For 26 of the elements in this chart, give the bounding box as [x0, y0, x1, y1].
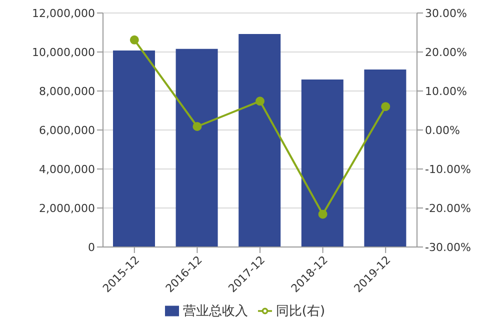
y-tick-label: 2,000,000 [39, 202, 95, 215]
y2-tick-label: 0.00% [425, 124, 460, 137]
y2-tick-label: -20.00% [425, 202, 471, 215]
bar [113, 50, 155, 247]
y-tick-label: 10,000,000 [32, 46, 95, 59]
y2-tick-label: -10.00% [425, 162, 471, 176]
bar [364, 70, 406, 247]
legend-label: 同比(右) [276, 304, 326, 319]
y-tick-label: 12,000,000 [32, 6, 95, 20]
y-tick-label: 8,000,000 [39, 84, 95, 98]
point [130, 35, 139, 44]
y2-tick-label: 30.00% [425, 6, 467, 20]
y-tick-label: 6,000,000 [39, 124, 95, 137]
point [381, 102, 390, 112]
y-tick-label: 0 [88, 240, 95, 254]
bar [176, 48, 218, 247]
bar [301, 79, 344, 247]
y2-tick-label: 10.00% [425, 84, 467, 98]
legend-label: 营业总收入 [182, 304, 248, 319]
bar [238, 34, 281, 247]
y2-tick-label: 20.00% [425, 46, 467, 59]
y2-tick-label: -30.00% [425, 240, 471, 254]
point [256, 96, 264, 106]
point [318, 210, 328, 219]
point [192, 122, 202, 131]
y-tick-label: 4,000,000 [39, 162, 95, 176]
